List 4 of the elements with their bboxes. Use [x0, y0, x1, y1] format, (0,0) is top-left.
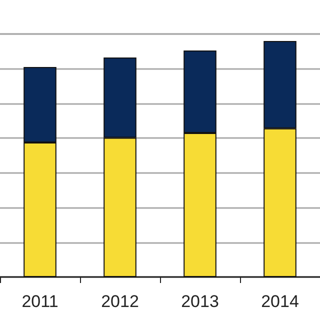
x-tick-label: 2012: [101, 292, 139, 311]
x-tick-label: 2011: [22, 292, 58, 311]
x-tick-label: 2013: [181, 292, 219, 311]
x-tick-label: 2014: [261, 292, 299, 311]
